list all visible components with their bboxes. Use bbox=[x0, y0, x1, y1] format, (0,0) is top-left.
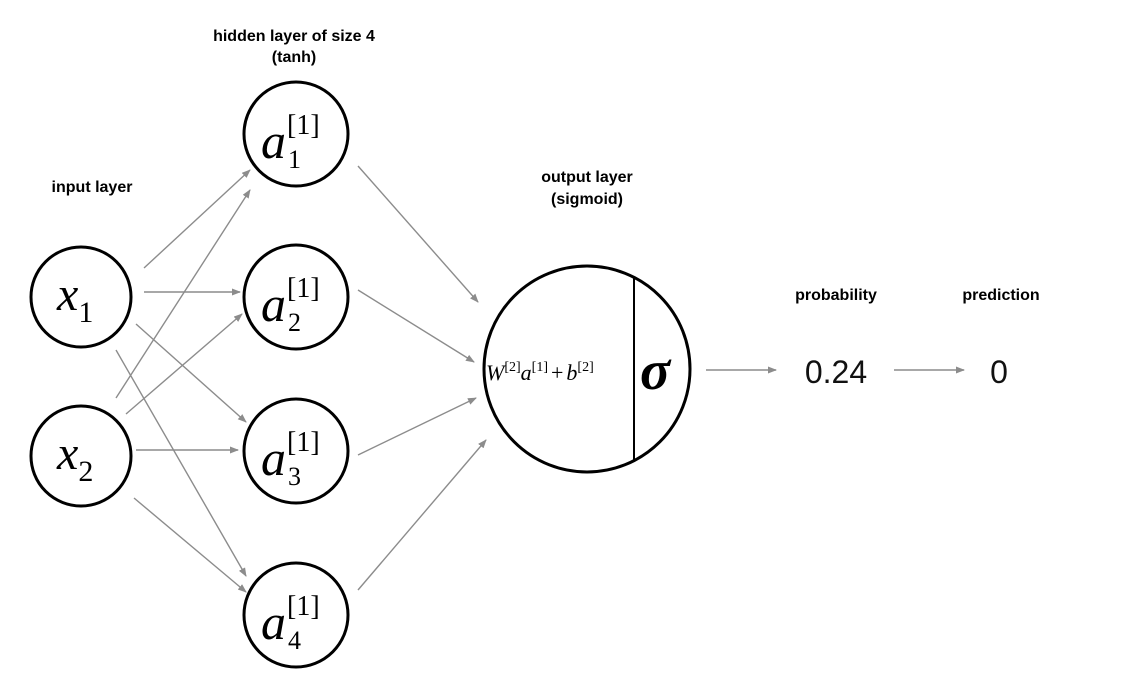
hidden-layer-title: hidden layer of size 4 bbox=[213, 28, 375, 45]
hidden-a1-superscript: [1] bbox=[287, 110, 320, 141]
hidden-node-a3: a [1] 3 bbox=[242, 397, 350, 505]
edge-x1-a4 bbox=[115, 349, 247, 577]
edge-x2-a1 bbox=[115, 189, 251, 399]
output-sigma-symbol: σ bbox=[640, 340, 672, 402]
hidden-a1-symbol: a bbox=[261, 113, 286, 169]
input-layer-title: input layer bbox=[52, 179, 133, 196]
hidden-node-a1: a [1] 1 bbox=[242, 80, 350, 188]
hidden-a1-subscript: 1 bbox=[288, 145, 301, 174]
hidden-a3-subscript: 3 bbox=[288, 462, 301, 491]
hidden-a4-superscript: [1] bbox=[287, 591, 320, 622]
prediction-title: prediction bbox=[962, 287, 1039, 304]
input-x1-subscript: 1 bbox=[78, 296, 93, 329]
edge-x2-a4 bbox=[133, 497, 247, 593]
output-layer-title: output layer bbox=[541, 169, 633, 186]
edge-a2-output bbox=[357, 289, 475, 363]
edge-a1-output bbox=[357, 165, 479, 303]
input-x2-subscript: 2 bbox=[78, 455, 93, 488]
output-layer-activation: (sigmoid) bbox=[551, 191, 623, 208]
hidden-a4-subscript: 4 bbox=[288, 626, 301, 655]
hidden-a3-symbol: a bbox=[261, 430, 286, 486]
edge-x1-a1 bbox=[143, 169, 251, 269]
hidden-a3-superscript: [1] bbox=[287, 427, 320, 458]
input-node-x1: x1 bbox=[29, 245, 133, 349]
input-x2-symbol: x2 bbox=[56, 427, 93, 488]
hidden-a4-symbol: a bbox=[261, 594, 286, 650]
hidden-layer-activation: (tanh) bbox=[272, 49, 316, 66]
edges bbox=[115, 165, 965, 593]
hidden-a2-symbol: a bbox=[261, 276, 286, 332]
hidden-node-a4: a [1] 4 bbox=[242, 561, 350, 669]
hidden-a2-subscript: 2 bbox=[288, 308, 301, 337]
probability-value: 0.24 bbox=[805, 354, 867, 390]
edge-x1-a3 bbox=[135, 323, 247, 423]
output-node: W[2]a[1] + b[2] σ bbox=[482, 264, 692, 474]
edge-a3-output bbox=[357, 397, 477, 456]
input-x1-symbol: x1 bbox=[56, 268, 93, 329]
probability-title: probability bbox=[795, 287, 877, 304]
output-linear-formula: W[2]a[1] + b[2] bbox=[486, 360, 594, 385]
hidden-a2-superscript: [1] bbox=[287, 273, 320, 304]
prediction-value: 0 bbox=[990, 354, 1008, 390]
input-node-x2: x2 bbox=[29, 404, 133, 508]
edge-a4-output bbox=[357, 439, 487, 591]
edge-x2-a2 bbox=[125, 313, 243, 415]
hidden-node-a2: a [1] 2 bbox=[242, 243, 350, 351]
